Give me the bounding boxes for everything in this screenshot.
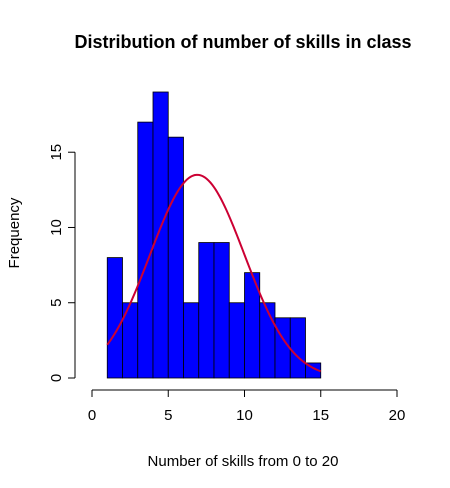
histogram-bar-7 [213,242,230,379]
histogram-bar-12 [289,317,306,379]
histogram-bar-3 [152,91,169,379]
y-axis: 0 5 10 15 [48,144,76,382]
y-tick-label-3: 15 [48,144,65,161]
x-tick-label-3: 15 [312,407,329,424]
x-tick-label-0: 0 [88,407,96,424]
y-tick-label-0: 0 [48,374,65,382]
x-tick-label-1: 5 [164,407,172,424]
y-axis-label: Frequency [6,197,23,268]
x-axis: 0 5 10 15 20 [88,389,406,424]
histogram-bar-11 [274,317,291,379]
histogram-bar-5 [183,302,200,379]
x-tick-label-4: 20 [389,407,406,424]
y-tick-label-2: 10 [48,219,65,236]
x-axis-label: Number of skills from 0 to 20 [148,453,339,470]
histogram-bars [106,91,322,379]
histogram-bar-4 [167,136,184,379]
histogram-bar-8 [228,302,245,379]
histogram-bar-0 [106,257,123,379]
histogram-bar-10 [259,302,276,379]
x-tick-label-2: 10 [236,407,253,424]
y-tick-label-1: 5 [48,299,65,307]
chart-title: Distribution of number of skills in clas… [74,32,411,52]
histogram-bar-6 [198,242,215,379]
density-curve [106,173,322,373]
